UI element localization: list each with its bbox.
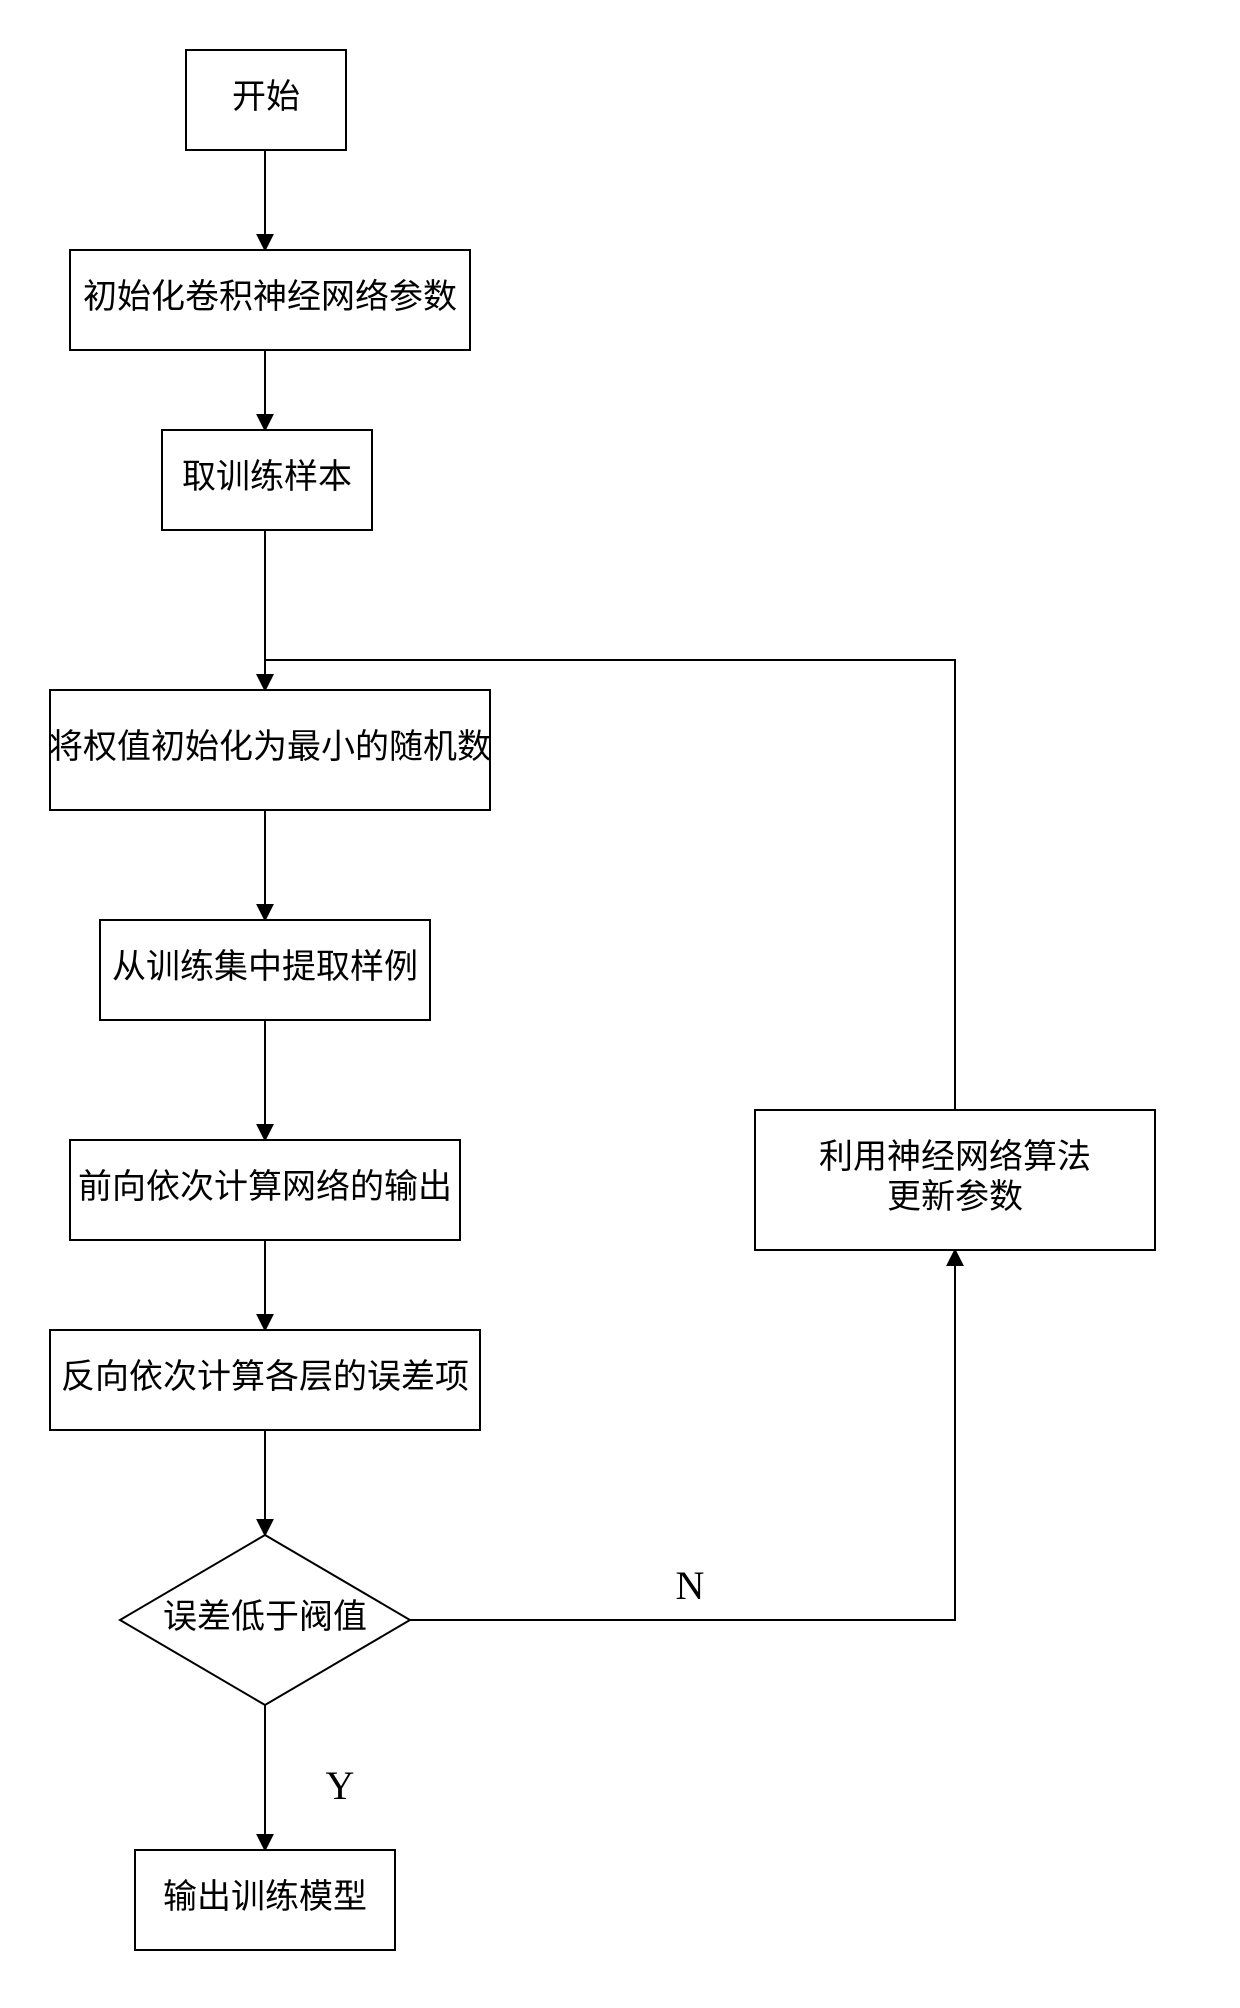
node-n6: 反向依次计算各层的误差项 <box>50 1330 480 1430</box>
node-n7: 误差低于阀值 <box>120 1535 410 1705</box>
node-n0: 开始 <box>186 50 346 150</box>
edge-label-n7-n9: N <box>676 1563 705 1608</box>
node-label-n2: 取训练样本 <box>182 458 352 496</box>
node-label-n3: 将权值初始化为最小的随机数 <box>49 728 491 766</box>
node-label-n0: 开始 <box>232 78 300 116</box>
node-n1: 初始化卷积神经网络参数 <box>70 250 470 350</box>
node-label-n8: 输出训练模型 <box>163 1878 367 1916</box>
node-label-n4: 从训练集中提取样例 <box>112 948 418 986</box>
node-n8: 输出训练模型 <box>135 1850 395 1950</box>
flowchart-canvas: Y N 开始初始化卷积神经网络参数取训练样本将权值初始化为最小的随机数从训练集中提取… <box>0 0 1240 2008</box>
node-n4: 从训练集中提取样例 <box>100 920 430 1020</box>
edge-label-n7-n8: Y <box>326 1763 355 1808</box>
node-label-n5: 前向依次计算网络的输出 <box>78 1168 452 1206</box>
node-label-n1: 初始化卷积神经网络参数 <box>83 278 457 316</box>
node-label-n6: 反向依次计算各层的误差项 <box>61 1358 469 1396</box>
node-label-n7: 误差低于阀值 <box>163 1598 367 1636</box>
node-n5: 前向依次计算网络的输出 <box>70 1140 460 1240</box>
node-n9: 利用神经网络算法更新参数 <box>755 1110 1155 1250</box>
node-n3: 将权值初始化为最小的随机数 <box>49 690 491 810</box>
node-n2: 取训练样本 <box>162 430 372 530</box>
